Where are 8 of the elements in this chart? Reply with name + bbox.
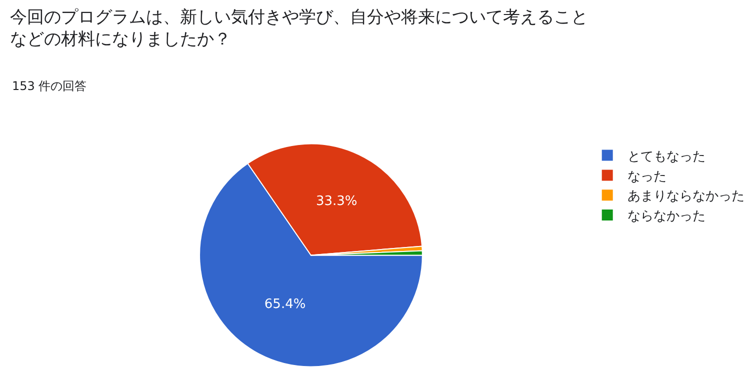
legend-label: なった [627,169,666,184]
data-label: 33.3% [316,194,358,209]
chart-title: 今回のプログラムは、新しい気付きや学び、自分や将来について考えることなどの材料になりましたか？ [10,8,588,50]
data-label: 65.4% [264,297,306,312]
legend-label: とてもなった [627,149,706,164]
legend-label: あまりならなかった [627,189,744,204]
text: 153 件の回答 [12,79,87,93]
legend-label: ならなかった [627,209,706,224]
